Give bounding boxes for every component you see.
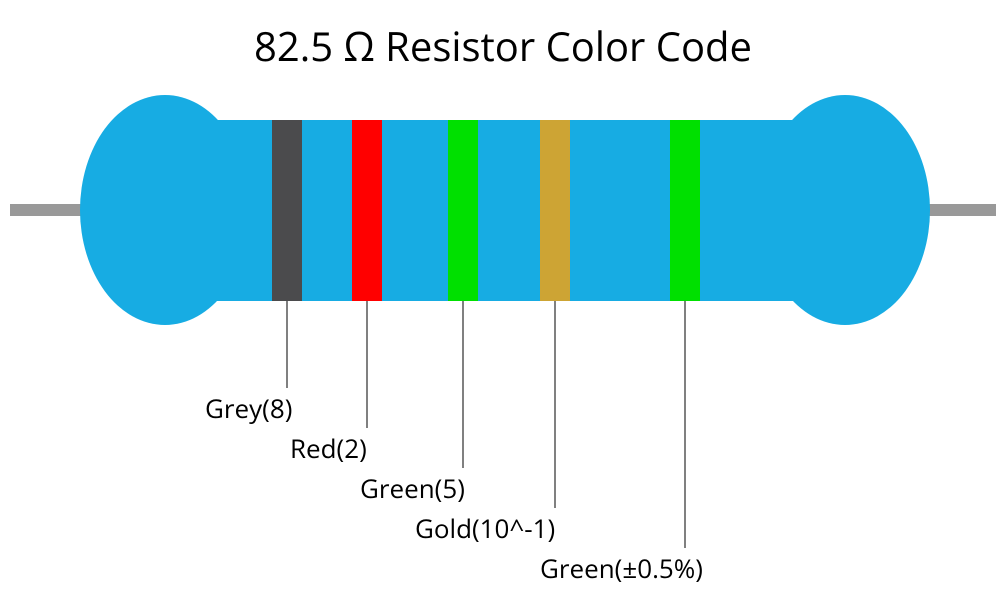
band-3 xyxy=(448,120,478,301)
band-4 xyxy=(540,120,570,301)
label-grey: Grey(8) xyxy=(205,390,292,426)
label-gold: Gold(10^-1) xyxy=(415,510,555,546)
band-1 xyxy=(272,120,302,301)
label-green1: Green(5) xyxy=(360,470,465,506)
resistor-body xyxy=(165,120,845,301)
band-2 xyxy=(352,120,382,301)
label-green2: Green(±0.5%) xyxy=(540,550,703,586)
band-5 xyxy=(670,120,700,301)
label-red: Red(2) xyxy=(290,430,367,466)
